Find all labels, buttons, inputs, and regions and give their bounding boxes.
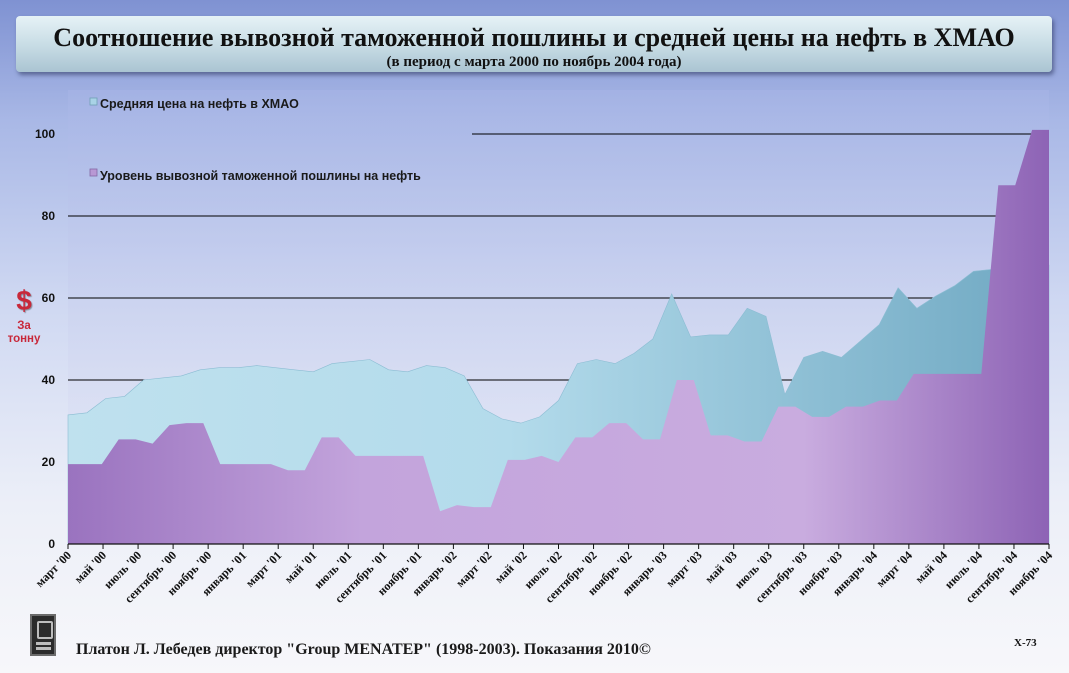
y-axis-unit-label: За тонну: [7, 320, 41, 345]
x-tick-label: март '04: [873, 548, 915, 590]
legend-label-price: Средняя цена на нефть в ХМАО: [100, 97, 299, 111]
duty-series-area: [68, 129, 1049, 544]
y-axis-ticks: 0 20 40 60 80 100: [35, 127, 55, 551]
x-tick-label: март '03: [663, 548, 705, 590]
legend: Средняя цена на нефть в ХМАО Уровень выв…: [89, 97, 421, 183]
legend-swatch-price: [89, 97, 98, 106]
title-banner: Соотношение вывозной таможенной пошлины …: [16, 16, 1052, 72]
legend-swatch-duty: [89, 168, 98, 177]
y-tick-label: 100: [35, 127, 55, 141]
y-tick-label: 40: [42, 373, 56, 387]
slide-number: X-73: [1014, 637, 1037, 649]
x-tick-label: март '01: [243, 548, 285, 590]
x-tick-label: март '00: [33, 548, 75, 590]
menatep-logo-icon: [30, 614, 56, 656]
x-tick-label: март '02: [453, 548, 495, 590]
y-tick-label: 20: [42, 455, 56, 469]
y-tick-label: 80: [42, 209, 56, 223]
y-tick-label: 60: [42, 291, 56, 305]
footer-attribution: Платон Л. Лебедев директор "Group MENATE…: [76, 641, 651, 658]
unit-dollar-icon: $: [16, 285, 32, 316]
y-tick-label: 0: [48, 537, 55, 551]
chart-title: Соотношение вывозной таможенной пошлины …: [53, 23, 1015, 52]
legend-label-duty: Уровень вывозной таможенной пошлины на н…: [100, 169, 421, 183]
chart-subtitle: (в период с марта 2000 по ноябрь 2004 го…: [386, 54, 682, 70]
